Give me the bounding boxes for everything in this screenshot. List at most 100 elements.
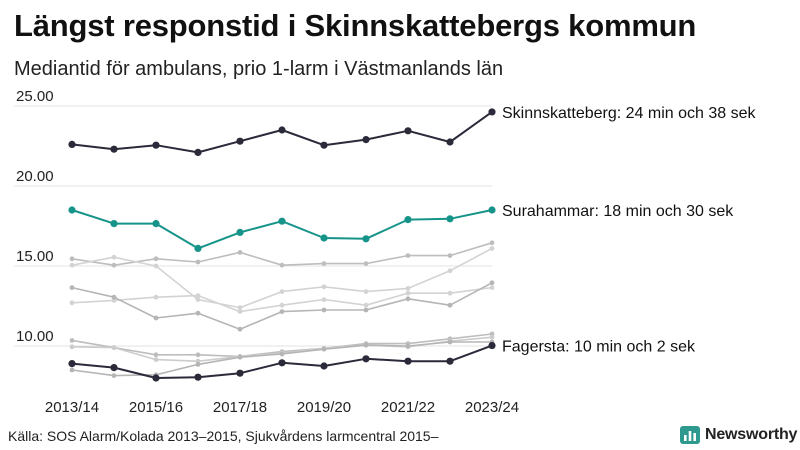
data-point — [69, 256, 75, 262]
y-tick-label: 15.00 — [16, 248, 54, 265]
data-point — [111, 262, 117, 268]
data-point — [279, 351, 285, 357]
data-point — [489, 240, 495, 246]
x-tick-label: 2021/22 — [381, 399, 435, 416]
data-point — [362, 355, 370, 363]
x-axis-ticks: 2013/14 2015/16 2017/18 2019/20 2021/22 2023/… — [45, 399, 519, 416]
line-chart: 10.00 15.00 20.00 25.00 2013/14 2015/16 2017/… — [14, 88, 756, 416]
data-point — [447, 339, 453, 345]
series-line — [71, 209, 493, 250]
data-point — [110, 220, 118, 228]
data-point — [195, 352, 201, 358]
series-surahammar — [68, 206, 496, 252]
data-point — [404, 127, 412, 135]
brand-logo[interactable]: Newsworthy — [680, 426, 797, 444]
data-point — [447, 302, 453, 308]
data-point — [153, 263, 159, 269]
data-point — [446, 357, 454, 365]
data-point — [236, 369, 244, 377]
data-point — [279, 289, 285, 294]
source-note: Källa: SOS Alarm/Kolada 2013–2015, Sjukv… — [8, 428, 439, 444]
series-callouts: Skinnskatteberg: 24 min och 38 sek Suraha… — [502, 105, 756, 356]
series-label: Fagersta: 10 min och 2 sek — [502, 339, 696, 356]
data-point — [320, 362, 328, 370]
data-point — [153, 357, 159, 362]
data-point — [279, 262, 285, 268]
data-point — [68, 140, 76, 148]
data-point — [320, 141, 328, 149]
data-point — [279, 302, 285, 308]
data-point — [362, 235, 370, 243]
data-point — [405, 290, 411, 296]
data-point — [447, 290, 453, 296]
data-point — [69, 344, 75, 350]
data-point — [194, 148, 202, 156]
data-point — [320, 234, 328, 242]
data-point — [195, 259, 201, 265]
data-point — [236, 137, 244, 145]
data-point — [195, 293, 201, 298]
highlighted-series — [68, 108, 496, 382]
brand-name: Newsworthy — [705, 426, 798, 443]
series-label: Surahammar: 18 min och 30 sek — [502, 203, 734, 220]
x-tick-label: 2013/14 — [45, 399, 99, 416]
x-tick-label: 2015/16 — [129, 399, 183, 416]
data-point — [321, 284, 327, 290]
data-point — [404, 357, 412, 365]
data-point — [153, 352, 159, 358]
data-point — [236, 228, 244, 236]
data-point — [111, 254, 117, 260]
data-point — [153, 256, 159, 262]
data-point — [237, 354, 243, 360]
series-fagersta — [68, 341, 496, 382]
data-point — [405, 296, 411, 302]
data-point — [237, 305, 243, 310]
data-point — [153, 315, 159, 321]
data-point — [152, 374, 160, 382]
data-point — [111, 294, 117, 300]
data-point — [488, 341, 496, 350]
series-other — [69, 246, 495, 310]
data-point — [446, 215, 454, 223]
data-point — [278, 359, 286, 367]
series-skinnskatteberg — [68, 108, 496, 156]
y-tick-label: 10.00 — [16, 328, 54, 345]
data-point — [111, 373, 117, 378]
series-other — [69, 280, 495, 332]
series-other — [69, 285, 495, 314]
data-point — [363, 261, 369, 266]
data-point — [152, 220, 160, 228]
data-point — [321, 346, 327, 352]
data-point — [404, 216, 412, 224]
x-tick-label: 2019/20 — [297, 399, 351, 416]
data-point — [194, 244, 202, 252]
chart-subtitle: Mediantid för ambulans, prio 1-larm i Vä… — [14, 58, 504, 80]
data-point — [363, 289, 369, 294]
data-point — [363, 302, 369, 308]
y-axis-ticks: 10.00 15.00 20.00 25.00 — [16, 88, 54, 345]
newsworthy-logo-icon — [680, 426, 700, 444]
x-tick-label: 2023/24 — [465, 399, 519, 416]
data-point — [447, 268, 453, 274]
data-point — [321, 261, 327, 266]
y-tick-label: 25.00 — [16, 88, 54, 105]
series-line — [71, 341, 492, 377]
data-point — [110, 145, 118, 153]
y-tick-label: 20.00 — [16, 168, 54, 185]
data-point — [488, 206, 496, 214]
data-point — [69, 338, 75, 343]
data-point — [195, 362, 201, 367]
data-point — [489, 246, 495, 251]
data-point — [69, 262, 75, 268]
data-point — [488, 108, 496, 116]
data-point — [69, 367, 75, 373]
data-point — [405, 253, 411, 258]
data-point — [446, 138, 454, 146]
data-point — [362, 136, 370, 144]
series-label: Skinnskatteberg: 24 min och 38 sek — [502, 105, 756, 122]
data-point — [405, 343, 411, 349]
data-point — [111, 345, 117, 350]
data-point — [489, 280, 495, 286]
data-point — [195, 310, 201, 316]
data-point — [69, 285, 75, 290]
